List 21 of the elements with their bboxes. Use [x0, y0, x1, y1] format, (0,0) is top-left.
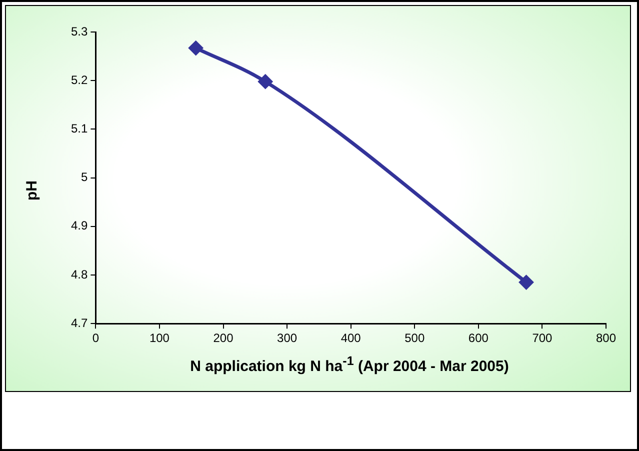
y-tick-label: 5.1: [70, 122, 88, 136]
y-tick-label: 4.7: [70, 316, 88, 330]
x-tick-label: 0: [92, 331, 100, 346]
y-axis-title: pH: [24, 180, 40, 200]
x-tick-label: 300: [277, 331, 298, 346]
x-tick-label: 200: [213, 331, 234, 346]
point: [188, 40, 204, 56]
x-tick-label: 100: [149, 331, 170, 346]
x-tick-label: 500: [404, 331, 425, 346]
x-tick-label: 700: [532, 331, 553, 346]
y-tick-label: 4.8: [70, 267, 88, 282]
point: [518, 274, 534, 290]
y-tick-label: 5: [80, 170, 88, 184]
x-tick-label: 400: [340, 331, 362, 346]
x-axis-title: N application kg N ha$^{-1}$ (Apr 2004 - Mar 2005): [189, 354, 510, 375]
y-tick-label: 5.3: [70, 24, 88, 38]
y-tick-label: 5.2: [70, 72, 88, 87]
y-tick-label: 4.9: [70, 218, 88, 233]
point: [258, 74, 273, 90]
x-tick-label: 600: [468, 331, 489, 346]
x-tick-label: 800: [596, 331, 616, 346]
